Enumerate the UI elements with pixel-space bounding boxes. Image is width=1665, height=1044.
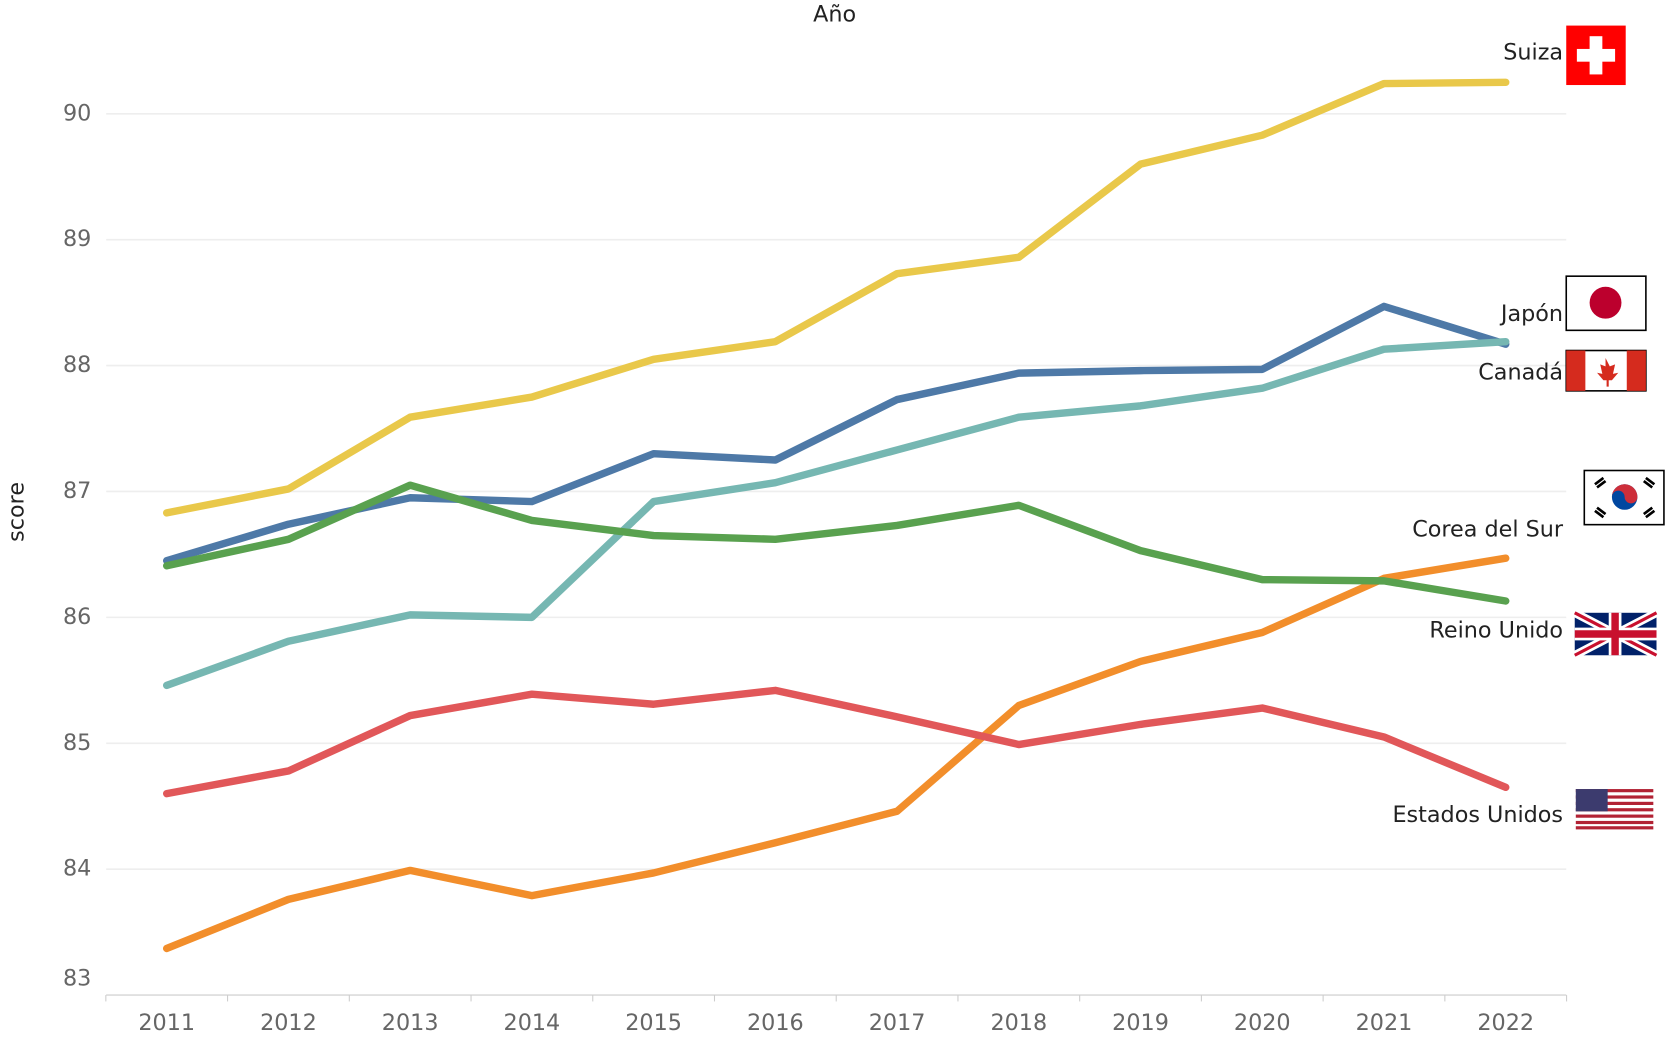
flag-usa xyxy=(1575,789,1654,830)
y-tick-label: 89 xyxy=(63,226,91,252)
series-label: Reino Unido xyxy=(1429,617,1563,643)
flag-switzerland xyxy=(1566,25,1626,86)
series-line xyxy=(162,554,1510,953)
series-line xyxy=(162,78,1510,517)
series-label: Suiza xyxy=(1503,40,1563,66)
flag-canada xyxy=(1565,349,1647,392)
x-tick-label: 2021 xyxy=(1356,1010,1413,1036)
series-label: Japón xyxy=(1499,301,1563,327)
x-tick-label: 2016 xyxy=(747,1010,804,1036)
series-line xyxy=(162,481,1510,605)
flag-japan xyxy=(1565,275,1647,332)
flag-uk xyxy=(1572,609,1659,660)
x-tick-label: 2022 xyxy=(1477,1010,1534,1036)
series-line xyxy=(162,337,1510,690)
x-tick-label: 2013 xyxy=(382,1010,439,1036)
y-tick-label: 84 xyxy=(63,856,91,882)
lines: Suiza Japón Canadá Corea del Sur Reino Unido… xyxy=(162,40,1564,953)
y-axis-label: score xyxy=(3,482,29,542)
series-line xyxy=(162,302,1510,565)
y-tick-label: 90 xyxy=(63,100,91,126)
x-tick-label: 2020 xyxy=(1234,1010,1291,1036)
x-tick-label: 2015 xyxy=(625,1010,682,1036)
x-tick-label: 2011 xyxy=(138,1010,195,1036)
chart-title: Año xyxy=(813,1,856,27)
y-tick-label: 87 xyxy=(63,478,91,504)
y-tick-label: 83 xyxy=(63,966,91,992)
series-line xyxy=(162,686,1510,798)
x-tick-label: 2012 xyxy=(260,1010,317,1036)
grid: 83 84 85 86 87 88 89 90 2011 2012 2013 2014 2015 2016… xyxy=(63,100,1568,1036)
x-tick-label: 2018 xyxy=(990,1010,1047,1036)
x-tick-label: 2014 xyxy=(504,1010,561,1036)
series-label: Canadá xyxy=(1478,359,1563,385)
y-tick-label: 86 xyxy=(63,604,91,630)
y-tick-label: 88 xyxy=(63,352,91,378)
series-label: Corea del Sur xyxy=(1412,516,1564,542)
series-label: Estados Unidos xyxy=(1392,802,1563,828)
x-tick-label: 2019 xyxy=(1112,1010,1169,1036)
flag-korea xyxy=(1583,469,1665,526)
x-tick-label: 2017 xyxy=(869,1010,926,1036)
y-tick-label: 85 xyxy=(63,730,91,756)
